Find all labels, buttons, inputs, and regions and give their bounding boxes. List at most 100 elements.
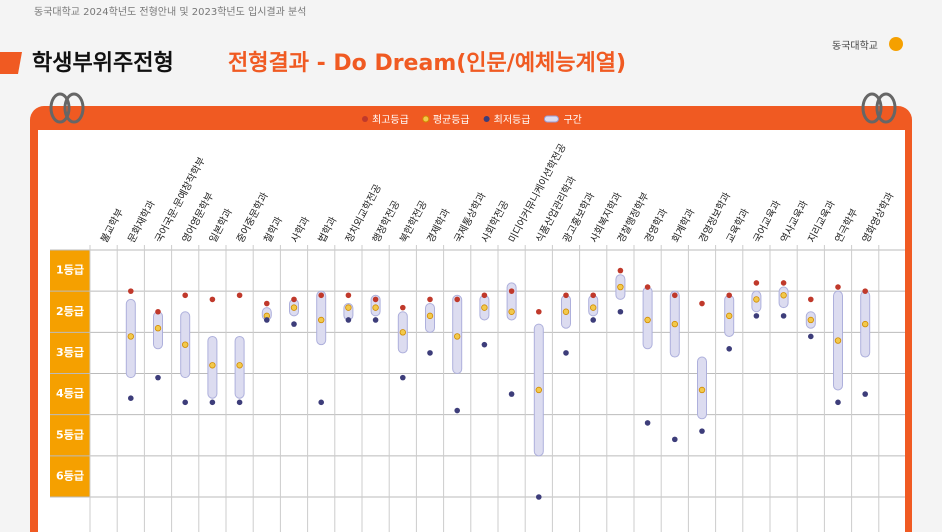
legend-swatch [543, 115, 559, 123]
point [345, 292, 352, 299]
title-flag [0, 52, 22, 74]
point [154, 325, 162, 332]
point [644, 420, 651, 426]
point [427, 350, 433, 356]
ring [875, 92, 897, 124]
point [617, 267, 624, 274]
ring [49, 92, 71, 124]
point [481, 341, 488, 348]
point [780, 280, 787, 286]
point [454, 407, 461, 414]
title-highlight: 전형결과 - Do Dream(인문/예체능계열) [228, 51, 626, 76]
point [291, 296, 297, 303]
point [454, 333, 461, 340]
point [535, 386, 542, 394]
point [835, 284, 841, 290]
y-tick-label: 2등급 [56, 305, 84, 318]
point [209, 296, 216, 303]
point [808, 333, 814, 340]
point [834, 337, 842, 344]
binder-rings [49, 92, 897, 124]
point [672, 436, 678, 443]
point [508, 391, 515, 397]
point [563, 292, 569, 299]
point [726, 312, 733, 320]
legend-label: 평균등급 [433, 114, 470, 126]
point [862, 320, 869, 328]
ring [63, 92, 85, 124]
point [671, 320, 678, 328]
point [617, 283, 624, 291]
y-tick-label: 1등급 [56, 264, 84, 277]
point [318, 316, 325, 324]
legend-label: 최고등급 [372, 114, 409, 126]
point [699, 300, 705, 307]
ring [861, 92, 883, 124]
point [236, 399, 243, 406]
point [318, 399, 325, 406]
subtitle: 동국대학교 2024학년도 전형안내 및 2023학년도 입시결과 분석 [34, 5, 306, 18]
point [698, 386, 706, 394]
logo: 동국대학교 [832, 40, 878, 52]
point [726, 346, 732, 352]
y-tick-label: 5등급 [56, 428, 84, 441]
point [780, 292, 787, 299]
point [808, 296, 814, 303]
point [862, 288, 868, 294]
point [182, 292, 188, 299]
point [345, 317, 352, 323]
point [536, 308, 542, 315]
point [127, 333, 134, 340]
point [862, 391, 868, 397]
point [753, 313, 760, 319]
point [400, 374, 406, 381]
point [508, 308, 515, 315]
point [590, 317, 596, 323]
point [372, 317, 379, 323]
point [128, 395, 134, 402]
point [454, 296, 461, 303]
point [508, 288, 515, 294]
point [644, 284, 651, 290]
panel [38, 130, 905, 532]
point [807, 316, 814, 324]
point [399, 329, 406, 336]
point [264, 300, 270, 307]
point [427, 296, 433, 303]
legend-swatch [362, 116, 368, 122]
point [209, 399, 216, 406]
legend-label: 최저등급 [494, 114, 531, 126]
point [699, 428, 705, 434]
point [780, 313, 787, 319]
point [400, 304, 406, 311]
point [372, 304, 379, 311]
point [372, 296, 379, 303]
point [181, 341, 189, 348]
point [481, 292, 488, 299]
point [345, 304, 352, 311]
point [426, 312, 434, 320]
point [182, 399, 188, 406]
point [590, 304, 597, 311]
point [617, 308, 624, 315]
point [264, 317, 270, 323]
point [290, 304, 298, 311]
point [318, 292, 325, 299]
y-tick-label: 4등급 [56, 387, 84, 400]
point [563, 350, 569, 356]
legend-swatch [422, 115, 430, 123]
point [835, 399, 841, 406]
point [726, 292, 732, 299]
title: 학생부위주전형 [32, 51, 174, 76]
point [291, 321, 297, 327]
y-tick-label: 3등급 [56, 346, 84, 359]
point [209, 362, 216, 369]
point [590, 292, 596, 299]
point [155, 308, 161, 315]
y-tick-label: 6등급 [56, 469, 84, 482]
point [155, 374, 161, 381]
point [644, 316, 651, 324]
legend-swatch [483, 116, 490, 122]
